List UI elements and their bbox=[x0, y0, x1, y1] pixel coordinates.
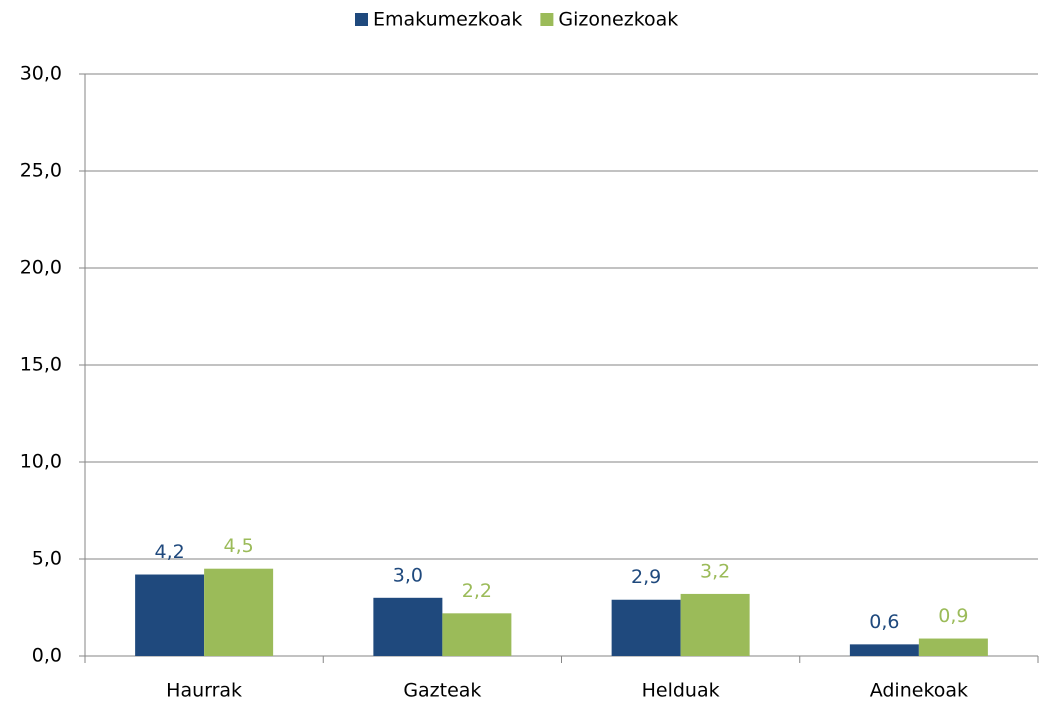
x-tick-label: Adinekoak bbox=[870, 680, 968, 702]
legend-label: Emakumezkoak bbox=[373, 9, 522, 31]
value-label: 2,2 bbox=[462, 580, 492, 602]
bar bbox=[680, 593, 750, 656]
y-tick-label: 20,0 bbox=[20, 257, 62, 279]
bar bbox=[204, 568, 274, 656]
y-tick-label: 10,0 bbox=[20, 451, 62, 473]
value-label: 0,9 bbox=[938, 605, 968, 627]
bar bbox=[611, 599, 681, 656]
value-label: 3,2 bbox=[700, 560, 730, 582]
y-tick-label: 30,0 bbox=[20, 63, 62, 85]
bar bbox=[849, 644, 919, 656]
value-label: 0,6 bbox=[869, 611, 899, 633]
legend-swatch bbox=[355, 13, 368, 26]
value-label: 2,9 bbox=[631, 566, 661, 588]
y-tick-label: 15,0 bbox=[20, 354, 62, 376]
bar bbox=[135, 574, 205, 656]
y-tick-label: 0,0 bbox=[32, 645, 62, 667]
bar bbox=[918, 638, 988, 656]
legend-label: Gizonezkoak bbox=[558, 9, 678, 31]
x-tick-label: Haurrak bbox=[166, 680, 242, 702]
bar bbox=[442, 613, 512, 656]
x-tick-label: Helduak bbox=[642, 680, 720, 702]
bar bbox=[373, 597, 443, 656]
x-tick-label: Gazteak bbox=[403, 680, 481, 702]
y-tick-label: 25,0 bbox=[20, 160, 62, 182]
value-label: 4,2 bbox=[155, 541, 185, 563]
value-label: 4,5 bbox=[224, 535, 254, 557]
value-label: 3,0 bbox=[393, 564, 423, 586]
y-tick-label: 5,0 bbox=[32, 548, 62, 570]
legend-swatch bbox=[540, 13, 554, 26]
